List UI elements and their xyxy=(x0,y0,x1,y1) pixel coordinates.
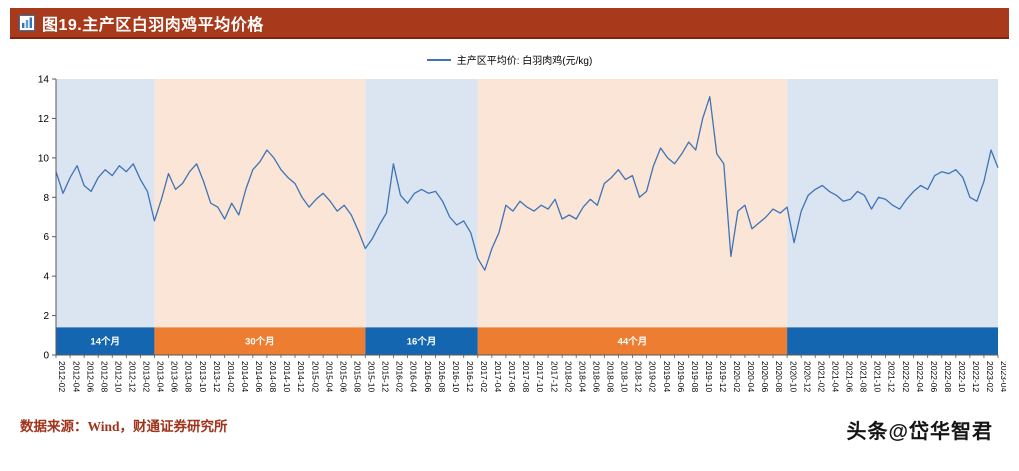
report-figure-page: 图19.主产区白羽肉鸡平均价格 主产区平均价: 白羽肉鸡(元/kg) 14个月 3… xyxy=(0,8,1019,471)
svg-text:2016-04: 2016-04 xyxy=(408,361,418,392)
svg-text:2017-12: 2017-12 xyxy=(549,361,559,392)
svg-text:2021-06: 2021-06 xyxy=(844,361,854,392)
svg-text:2014-04: 2014-04 xyxy=(239,361,249,392)
svg-text:2019-08: 2019-08 xyxy=(689,361,699,392)
svg-text:2012-02: 2012-02 xyxy=(57,361,67,392)
svg-text:2021-10: 2021-10 xyxy=(872,361,882,392)
cycle-duration-bars: 14个月 30个月 16个月 44个月 xyxy=(55,327,998,355)
svg-text:2017-04: 2017-04 xyxy=(493,361,503,392)
svg-text:2020-10: 2020-10 xyxy=(788,361,798,392)
cycle-bands xyxy=(55,79,998,355)
svg-text:2016-02: 2016-02 xyxy=(394,361,404,392)
svg-text:4: 4 xyxy=(43,272,49,283)
figure-title: 图19.主产区白羽肉鸡平均价格 xyxy=(42,16,264,34)
svg-text:2015-06: 2015-06 xyxy=(338,361,348,392)
svg-text:2020-06: 2020-06 xyxy=(760,361,770,392)
svg-text:2015-08: 2015-08 xyxy=(352,361,362,392)
svg-text:2018-04: 2018-04 xyxy=(577,361,587,392)
svg-text:2012-12: 2012-12 xyxy=(127,361,137,392)
svg-text:2022-02: 2022-02 xyxy=(900,361,910,392)
figure-footer: 数据来源：Wind，财通证券研究所 头条@岱华智君 xyxy=(0,413,1019,444)
cycle-bar-label: 16个月 xyxy=(406,336,436,348)
svg-text:2018-10: 2018-10 xyxy=(619,361,629,392)
svg-text:2019-06: 2019-06 xyxy=(675,361,685,392)
legend-label: 主产区平均价: 白羽肉鸡(元/kg) xyxy=(456,56,593,67)
svg-text:6: 6 xyxy=(43,232,49,243)
svg-text:2019-02: 2019-02 xyxy=(647,361,657,392)
axes xyxy=(55,79,998,356)
svg-text:0: 0 xyxy=(43,351,49,362)
svg-text:2019-04: 2019-04 xyxy=(661,361,671,392)
svg-text:2014-10: 2014-10 xyxy=(282,361,292,392)
svg-text:2015-04: 2015-04 xyxy=(324,361,334,392)
svg-text:2013-08: 2013-08 xyxy=(183,361,193,392)
svg-text:2014-02: 2014-02 xyxy=(225,361,235,392)
svg-text:2021-02: 2021-02 xyxy=(816,361,826,392)
svg-text:2017-10: 2017-10 xyxy=(535,361,545,392)
legend-line-marker xyxy=(426,58,451,61)
svg-text:2012-10: 2012-10 xyxy=(113,361,123,392)
price-line xyxy=(54,96,999,271)
svg-text:2012-04: 2012-04 xyxy=(71,361,81,392)
svg-text:2020-02: 2020-02 xyxy=(732,361,742,392)
svg-text:2021-08: 2021-08 xyxy=(858,361,868,392)
x-axis-labels: 2012-02 2012-04 2012-06 2012-08 2012-10 2012-… xyxy=(55,355,1006,392)
svg-text:2014-08: 2014-08 xyxy=(268,361,278,392)
svg-text:2016-06: 2016-06 xyxy=(422,361,432,392)
svg-text:10: 10 xyxy=(37,153,49,164)
svg-text:2017-06: 2017-06 xyxy=(507,361,517,392)
svg-text:2019-10: 2019-10 xyxy=(703,361,713,392)
svg-text:2022-10: 2022-10 xyxy=(957,361,967,392)
svg-text:2017-08: 2017-08 xyxy=(521,361,531,392)
svg-text:2023-02: 2023-02 xyxy=(985,361,995,392)
svg-text:2013-12: 2013-12 xyxy=(211,361,221,392)
svg-text:2013-10: 2013-10 xyxy=(197,361,207,392)
chart-legend: 主产区平均价: 白羽肉鸡(元/kg) xyxy=(0,52,1019,67)
svg-text:2023-04: 2023-04 xyxy=(999,361,1006,392)
svg-text:2020-08: 2020-08 xyxy=(774,361,784,392)
svg-text:2018-06: 2018-06 xyxy=(591,361,601,392)
svg-text:2015-02: 2015-02 xyxy=(310,361,320,392)
svg-text:2021-12: 2021-12 xyxy=(886,361,896,392)
svg-text:2021-04: 2021-04 xyxy=(830,361,840,392)
svg-text:2019-12: 2019-12 xyxy=(718,361,728,392)
svg-text:2018-02: 2018-02 xyxy=(563,361,573,392)
data-source-note: 数据来源：Wind，财通证券研究所 xyxy=(20,419,228,434)
svg-text:2018-12: 2018-12 xyxy=(633,361,643,392)
svg-text:2014-12: 2014-12 xyxy=(296,361,306,392)
cycle-bar-label: 44个月 xyxy=(617,336,647,348)
svg-text:2017-02: 2017-02 xyxy=(478,361,488,392)
svg-text:2012-06: 2012-06 xyxy=(85,361,95,392)
svg-text:2022-06: 2022-06 xyxy=(928,361,938,392)
svg-text:2020-04: 2020-04 xyxy=(746,361,756,392)
svg-text:2015-12: 2015-12 xyxy=(380,361,390,392)
svg-text:2022-12: 2022-12 xyxy=(971,361,981,392)
figure-title-bar: 图19.主产区白羽肉鸡平均价格 xyxy=(10,8,1009,39)
svg-text:2013-02: 2013-02 xyxy=(141,361,151,392)
svg-text:2016-08: 2016-08 xyxy=(436,361,446,392)
watermark-text: 头条@岱华智君 xyxy=(846,421,993,443)
svg-text:2012-08: 2012-08 xyxy=(99,361,109,392)
svg-text:12: 12 xyxy=(37,114,49,125)
svg-text:2015-10: 2015-10 xyxy=(366,361,376,392)
svg-text:2013-04: 2013-04 xyxy=(155,361,165,392)
svg-text:14: 14 xyxy=(37,75,49,86)
svg-text:2022-04: 2022-04 xyxy=(914,361,924,392)
svg-text:2016-10: 2016-10 xyxy=(450,361,460,392)
y-axis-labels: 0 2 4 6 8 10 12 14 xyxy=(37,75,56,362)
svg-text:2020-12: 2020-12 xyxy=(802,361,812,392)
svg-text:2016-12: 2016-12 xyxy=(464,361,474,392)
svg-text:2: 2 xyxy=(43,311,49,322)
svg-text:2022-08: 2022-08 xyxy=(942,361,952,392)
figure-chart-icon xyxy=(19,14,35,31)
cycle-bar-label: 30个月 xyxy=(245,336,275,348)
cycle-bar-label: 14个月 xyxy=(90,336,120,348)
svg-text:2013-06: 2013-06 xyxy=(169,361,179,392)
chart-area: 14个月 30个月 16个月 44个月 0 2 4 6 8 10 12 14 2012-02 2012-0… xyxy=(0,69,1019,413)
svg-text:8: 8 xyxy=(43,193,49,204)
svg-text:2018-08: 2018-08 xyxy=(605,361,615,392)
svg-text:2014-06: 2014-06 xyxy=(254,361,264,392)
